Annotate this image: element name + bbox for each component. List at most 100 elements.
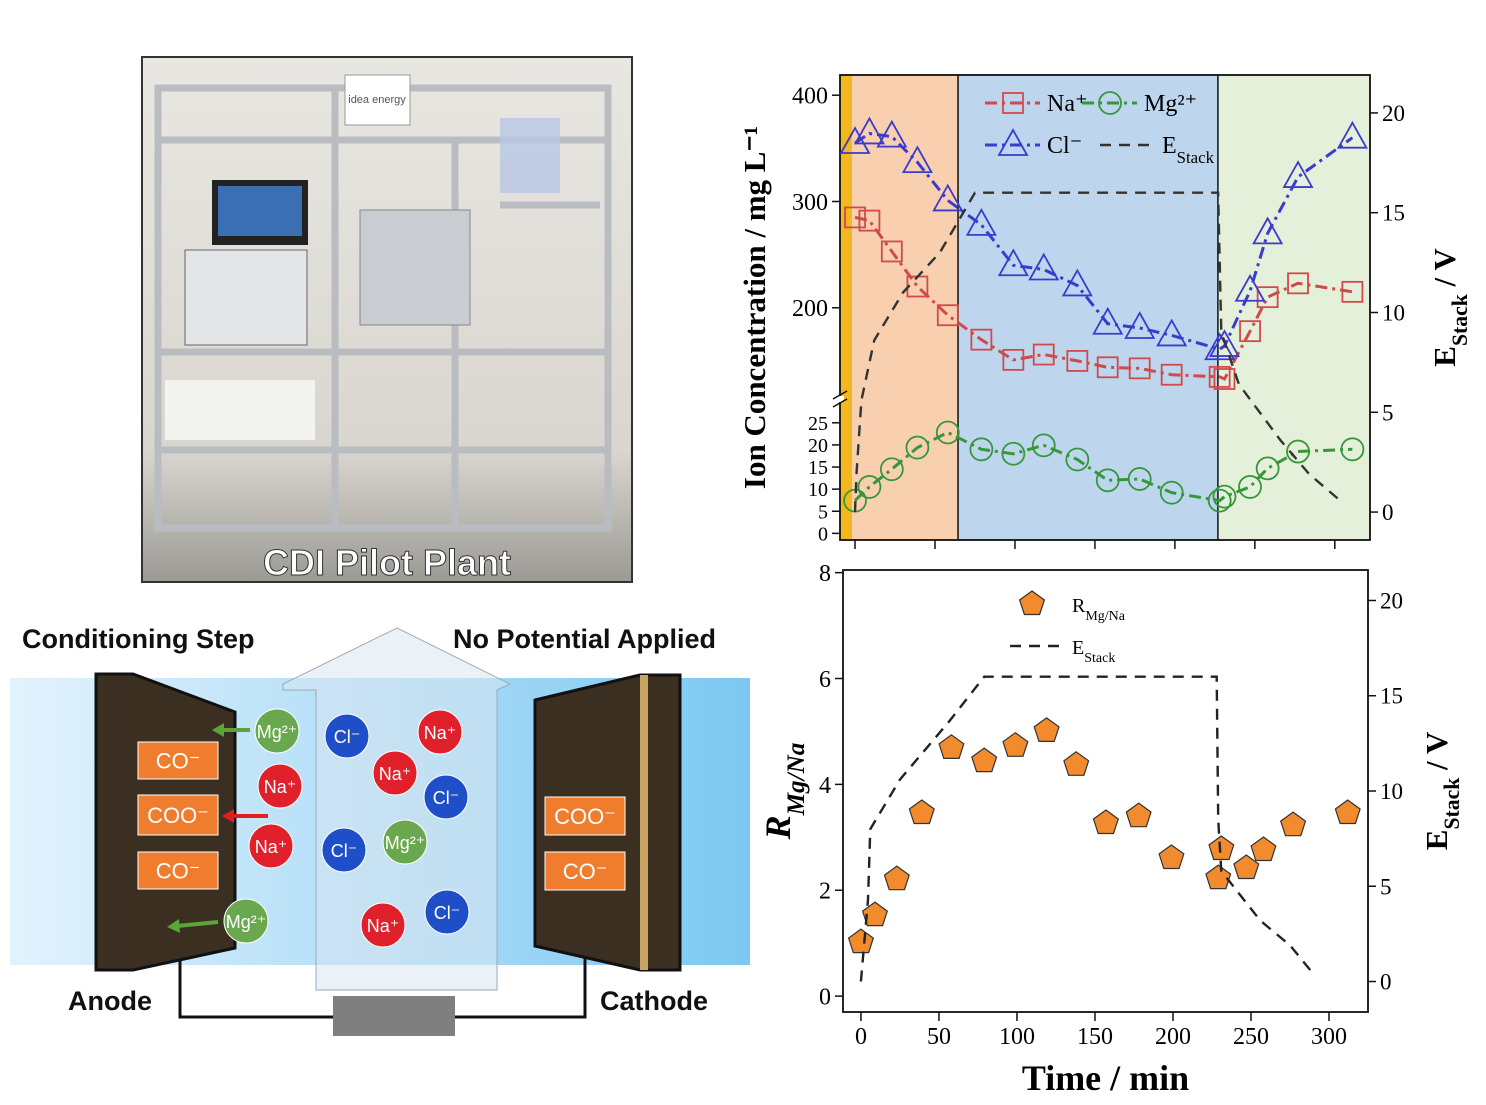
marker	[1282, 160, 1314, 188]
photo: idea energy CDI Pilot Plant	[141, 56, 633, 584]
marker	[1156, 318, 1188, 347]
legend-entry: Mg²⁺	[1144, 91, 1197, 117]
marker	[938, 734, 965, 760]
marker	[1061, 268, 1093, 297]
marker	[1213, 368, 1236, 390]
ion-label: Mg²⁺	[226, 912, 267, 932]
ion-label: Na⁺	[264, 777, 297, 797]
screen	[218, 186, 302, 236]
diagram-title: No Potential Applied	[453, 624, 716, 654]
y-tick-label: 0	[819, 985, 831, 1011]
series-line	[859, 675, 1313, 982]
marker	[936, 304, 959, 327]
marker	[1002, 731, 1029, 757]
y2-axis-label: EStack / V	[1419, 731, 1464, 850]
logo-text: idea energy	[348, 94, 406, 106]
marker	[1124, 311, 1156, 339]
x-tick-label: 150	[1077, 1024, 1113, 1050]
legend-entry: Na⁺	[1047, 91, 1088, 117]
functional-group: COO⁻	[554, 804, 616, 829]
chart: 0 50 100 150 200 250 3000246805101520RMg/NaESt…	[819, 561, 1403, 1050]
marker	[880, 240, 903, 263]
x-tick-label: 200	[1155, 1024, 1191, 1050]
ion	[248, 823, 294, 869]
y2-tick-label: 10	[1380, 779, 1403, 804]
marker	[1095, 468, 1120, 493]
marker	[1066, 350, 1089, 372]
marker	[1239, 320, 1261, 343]
marker	[844, 206, 866, 229]
functional-group-box	[137, 851, 219, 890]
y-tick-label: 4	[819, 773, 831, 799]
diagram-title: Conditioning Step	[22, 624, 254, 654]
marker	[1286, 439, 1310, 464]
diagram: Conditioning Step No Potential Applied A…	[10, 624, 750, 1036]
ion-label: Cl⁻	[331, 841, 358, 861]
marker	[1252, 216, 1284, 245]
marker	[1287, 272, 1309, 295]
ion	[254, 708, 300, 754]
marker	[901, 145, 933, 174]
x-tick-label: 300	[1311, 1024, 1347, 1050]
series-line	[853, 191, 1341, 513]
y-tick-label: 10	[808, 479, 828, 501]
legend-sub: Mg/Na	[1085, 609, 1125, 624]
legend-entry: EStack	[1072, 637, 1115, 666]
tank	[500, 118, 560, 193]
marker	[1065, 447, 1090, 472]
y2-axis-label-main: E	[1427, 346, 1462, 367]
functional-group-box	[544, 796, 626, 836]
y-tick-label: 25	[808, 413, 828, 435]
y2-tick-label: 5	[1382, 400, 1394, 425]
marker	[1208, 835, 1235, 861]
marker	[1250, 836, 1277, 862]
marker	[858, 209, 881, 232]
y2-tick-label: 5	[1380, 874, 1392, 899]
current-collector	[640, 675, 648, 970]
functional-group-box	[137, 794, 219, 836]
x-tick-label: 100	[999, 1024, 1035, 1050]
ion-label: Mg²⁺	[385, 833, 426, 853]
functional-group: COO⁻	[147, 803, 209, 828]
marker	[1033, 717, 1060, 743]
marker	[1002, 348, 1025, 371]
ion-label: Na⁺	[424, 723, 457, 743]
legend-entry: EStack	[1162, 133, 1215, 167]
ion	[417, 709, 463, 755]
marker	[971, 747, 998, 773]
y-axis-label: Ion Concentration / mg L⁻¹	[737, 126, 772, 489]
legend-sub: Stack	[1084, 651, 1115, 666]
photo-caption: CDI Pilot Plant	[263, 542, 511, 583]
plot-frame	[842, 569, 1369, 1013]
marker	[1125, 802, 1152, 828]
migration-arrow	[176, 920, 219, 928]
marker	[1096, 356, 1119, 379]
legend-sub: Stack	[1177, 148, 1215, 167]
marker	[1334, 799, 1361, 825]
region	[958, 75, 1218, 540]
y-tick-label: 2	[819, 879, 831, 905]
marker	[853, 116, 885, 145]
x-tick-label: 50	[927, 1024, 951, 1050]
functional-group: CO⁻	[156, 859, 201, 884]
marker	[908, 799, 935, 825]
y2-axis-label-main: E	[1419, 830, 1454, 851]
functional-group-box	[137, 741, 219, 780]
marker	[847, 928, 875, 954]
ion	[382, 819, 428, 865]
legend-entry: RMg/Na	[1072, 595, 1126, 624]
marker	[1341, 280, 1364, 303]
marker	[1212, 484, 1237, 509]
ion-label: Cl⁻	[433, 788, 460, 808]
cdi-stack	[359, 209, 471, 326]
y2-axis-label-tail: / V	[1419, 731, 1454, 778]
marker	[935, 420, 960, 445]
marker	[969, 437, 994, 462]
ion-label: Na⁺	[255, 837, 288, 857]
marker	[857, 475, 882, 499]
ion-label: Na⁺	[367, 916, 400, 936]
ion	[360, 902, 406, 948]
y2-axis-label: EStack / V	[1427, 248, 1472, 367]
